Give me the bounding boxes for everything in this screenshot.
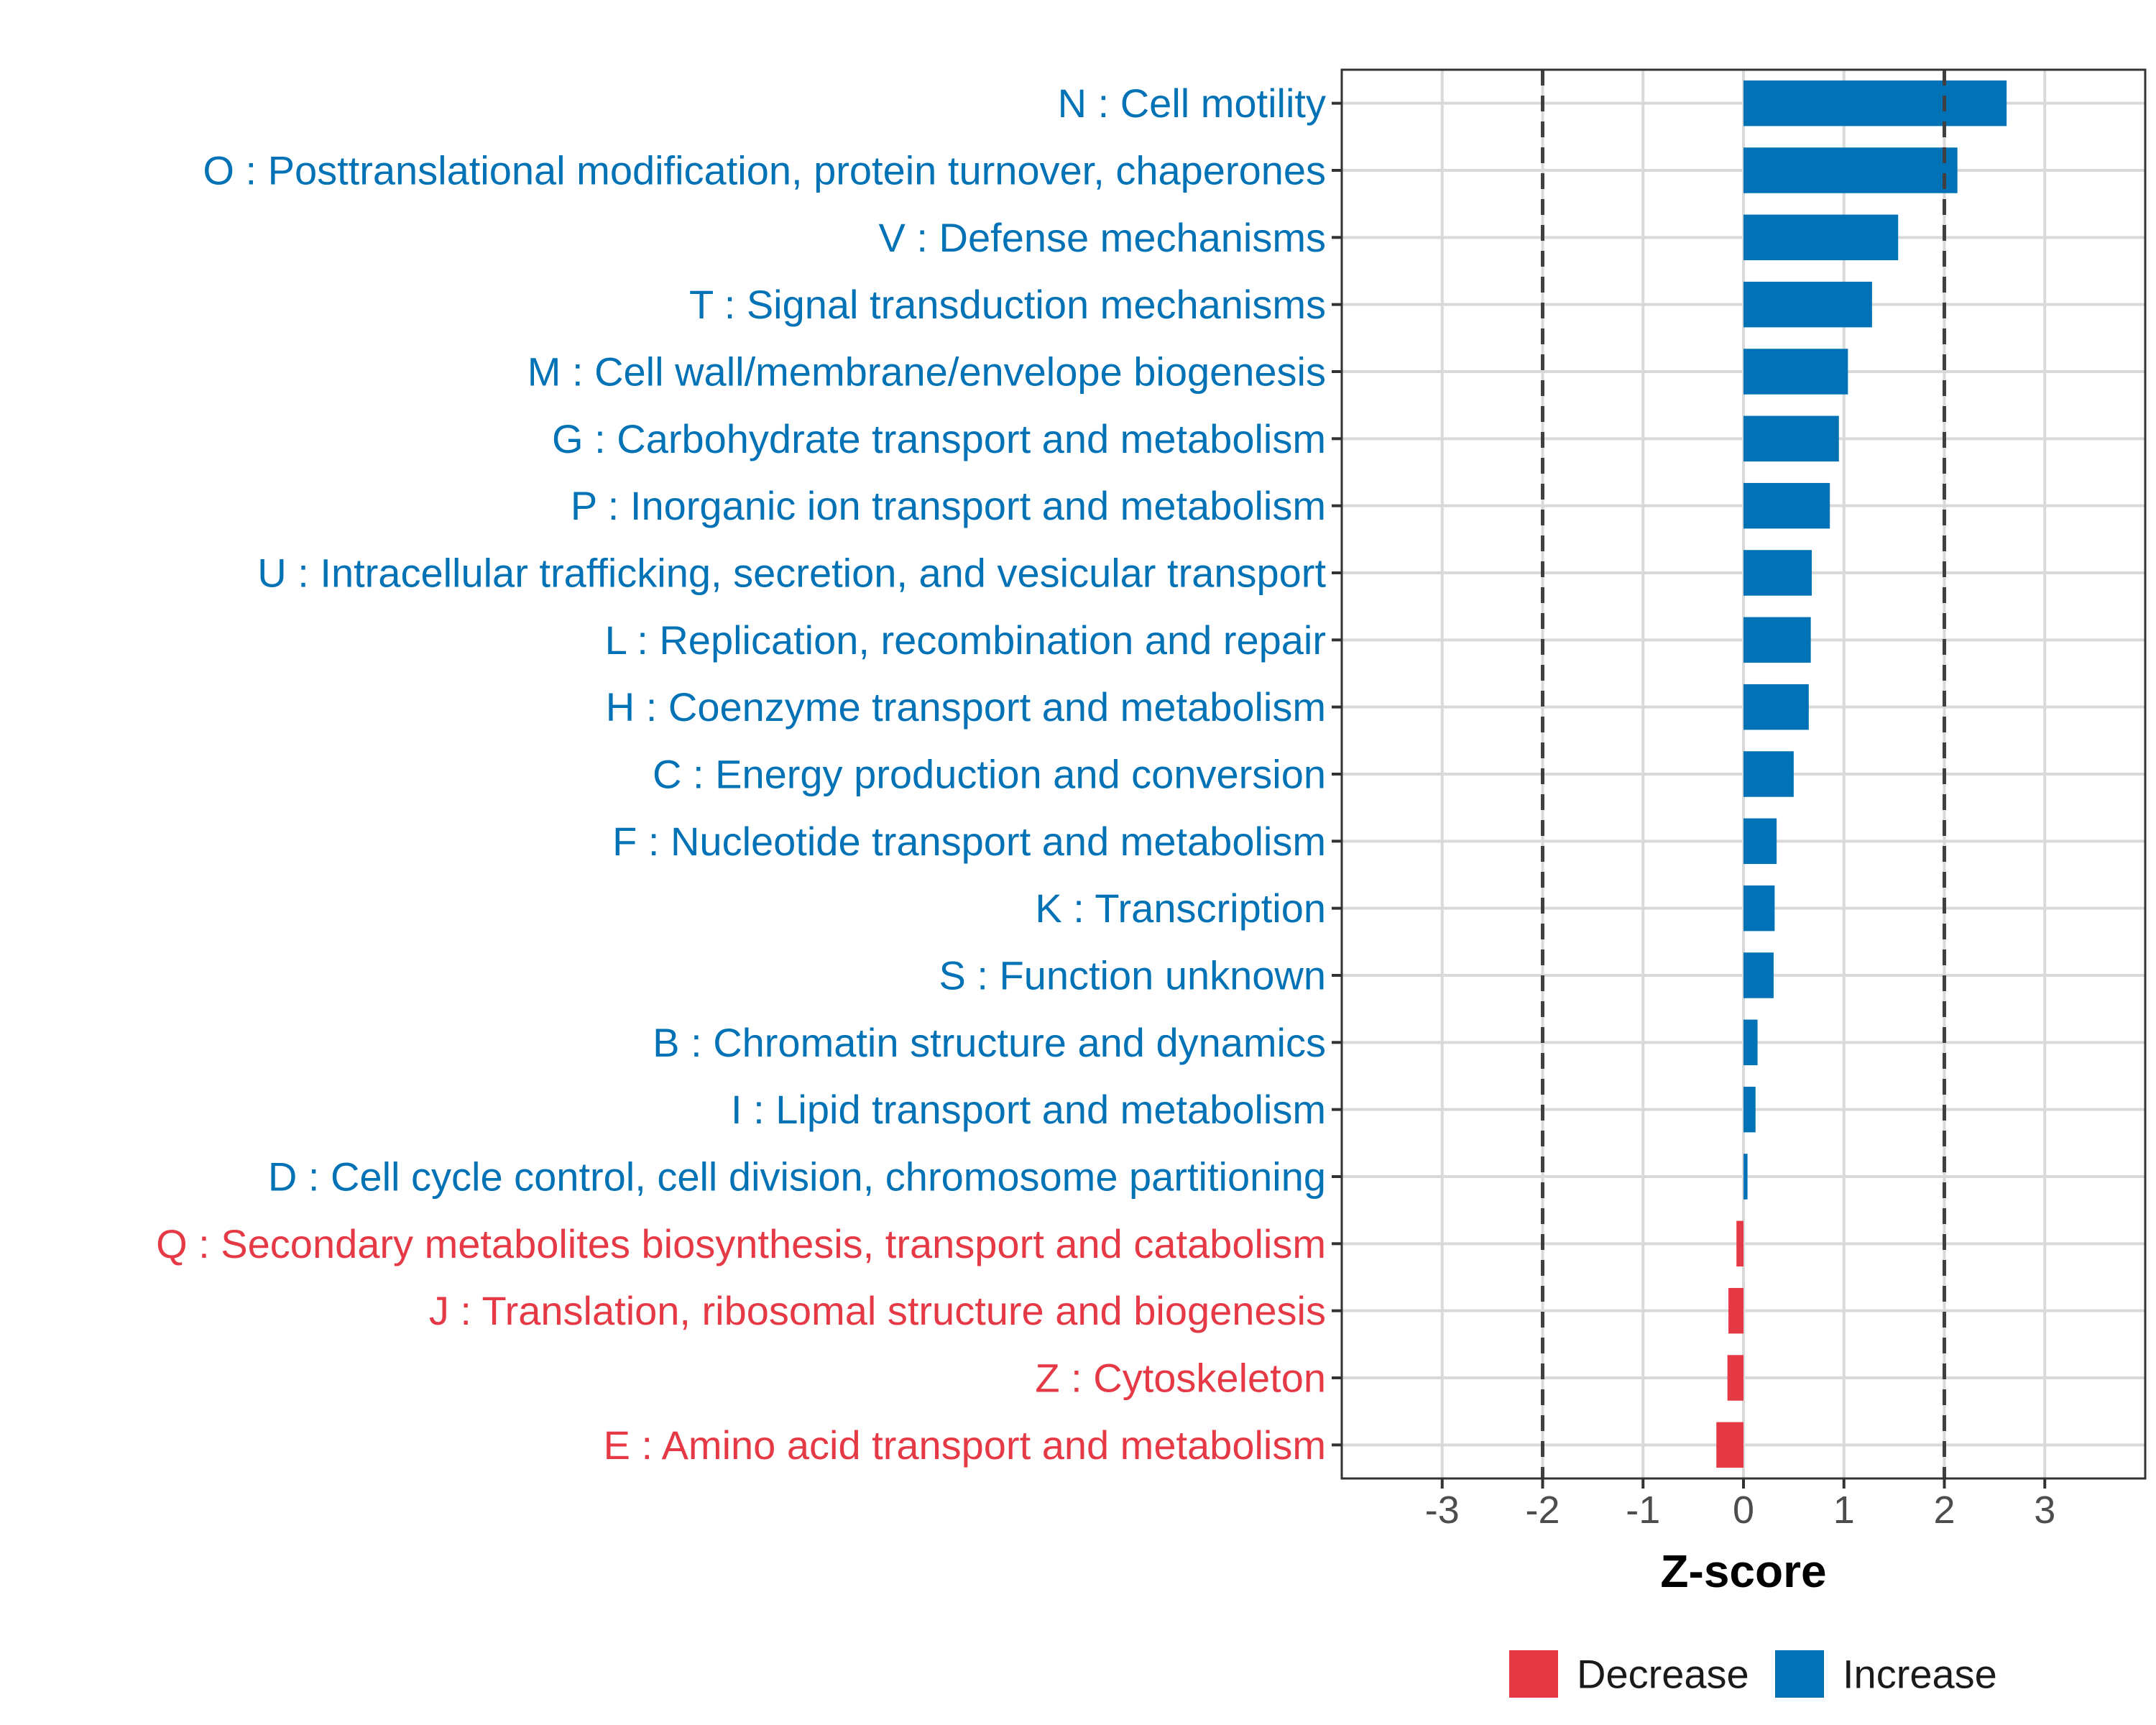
bar [1743,550,1812,596]
x-tick-label: -1 [1626,1489,1660,1532]
category-label: E : Amino acid transport and metabolism [604,1422,1326,1468]
bar [1743,80,2007,126]
legend-key-decrease [1509,1650,1558,1698]
bar [1728,1287,1743,1334]
category-label: B : Chromatin structure and dynamics [653,1020,1326,1065]
category-label: G : Carbohydrate transport and metabolis… [552,416,1326,461]
y-axis-ticks [1332,101,1342,1447]
x-tick-label: -3 [1425,1489,1460,1532]
category-label: Q : Secondary metabolites biosynthesis, … [156,1221,1326,1266]
bar [1743,617,1811,663]
legend-key-increase [1775,1650,1824,1698]
bar [1743,214,1899,261]
bar [1743,1154,1748,1200]
bar [1743,415,1839,462]
bar [1743,349,1848,395]
category-label: Z : Cytoskeleton [1035,1356,1326,1401]
category-label: C : Energy production and conversion [653,752,1326,797]
x-tick-label: 0 [1733,1489,1754,1532]
category-label: O : Posttranslational modification, prot… [203,148,1326,193]
bars-group [1716,80,2007,1468]
x-tick-label: 2 [1933,1489,1955,1532]
x-tick-label: 3 [2034,1489,2055,1532]
category-label: H : Coenzyme transport and metabolism [606,684,1326,730]
category-label: M : Cell wall/membrane/envelope biogenes… [528,349,1326,395]
bar [1743,147,1958,193]
category-label: I : Lipid transport and metabolism [731,1087,1326,1132]
bar [1743,952,1774,998]
category-labels: N : Cell motility O : Posttranslational m… [156,80,1326,1468]
bar [1743,1086,1756,1133]
bar [1743,818,1777,865]
bar [1743,482,1830,529]
category-label: P : Inorganic ion transport and metaboli… [571,483,1326,528]
bar [1743,1019,1758,1066]
bar [1743,684,1809,730]
category-label: S : Function unknown [939,953,1326,998]
category-label: F : Nucleotide transport and metabolism [612,819,1326,864]
category-label: K : Transcription [1035,886,1326,931]
category-label: L : Replication, recombination and repai… [605,617,1326,663]
bar [1716,1422,1743,1468]
legend-label-increase: Increase [1843,1652,1997,1697]
x-axis: -3 -2 -1 0 1 2 3 [1425,1478,2055,1532]
legend-label-decrease: Decrease [1577,1652,1749,1697]
x-tick-label: 1 [1833,1489,1855,1532]
legend: Decrease Increase [1509,1650,1997,1698]
bar [1743,751,1794,797]
bar [1743,281,1872,328]
category-label: T : Signal transduction mechanisms [689,282,1326,327]
x-tick-label: -2 [1525,1489,1560,1532]
category-label: U : Intracellular trafficking, secretion… [257,551,1326,596]
category-label: D : Cell cycle control, cell division, c… [268,1154,1326,1200]
x-axis-title: Z-score [1660,1545,1826,1597]
bar [1743,885,1775,932]
category-label: J : Translation, ribosomal structure and… [429,1288,1326,1333]
category-label: V : Defense mechanisms [879,215,1326,260]
reference-lines [1541,70,1946,1478]
bar [1727,1355,1743,1401]
bar [1736,1220,1743,1267]
category-label: N : Cell motility [1058,80,1326,126]
